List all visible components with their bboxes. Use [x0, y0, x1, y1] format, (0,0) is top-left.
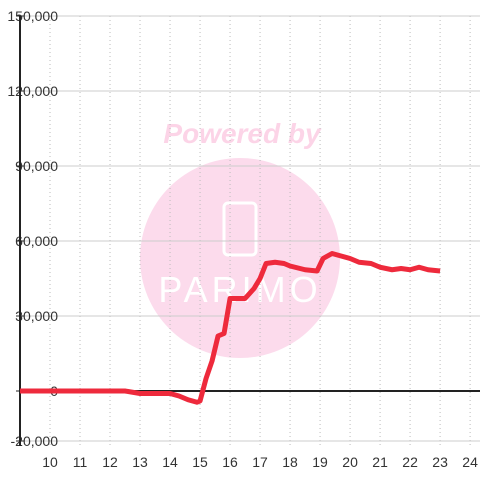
y-tick-label: 90,000 — [15, 158, 58, 174]
x-tick-label: 21 — [372, 454, 388, 470]
x-tick-label: 22 — [402, 454, 418, 470]
x-tick-label: 24 — [462, 454, 478, 470]
x-tick-label: 13 — [132, 454, 148, 470]
x-tick-label: 16 — [222, 454, 238, 470]
x-tick-label: 15 — [192, 454, 208, 470]
x-tick-label: 11 — [73, 454, 88, 470]
watermark-icon — [222, 201, 258, 257]
watermark-top: Powered by — [163, 118, 322, 149]
x-tick-label: 23 — [432, 454, 448, 470]
watermark: Powered by PARIMO — [140, 118, 340, 358]
x-tick-label: 20 — [342, 454, 358, 470]
y-tick-label: 150,000 — [7, 8, 58, 24]
watermark-brand: PARIMO — [158, 269, 321, 310]
x-tick-label: 18 — [282, 454, 298, 470]
x-tick-label: 10 — [42, 454, 58, 470]
data-line — [20, 251, 441, 405]
x-tick-label: 19 — [312, 454, 328, 470]
x-tick-label: 17 — [252, 454, 268, 470]
y-tick-label: 60,000 — [15, 233, 58, 249]
y-tick-label: 120,000 — [7, 83, 58, 99]
x-tick-label: 12 — [102, 454, 118, 470]
y-tick-label: 30,000 — [15, 308, 58, 324]
y-tick-label: -20,000 — [11, 433, 59, 449]
x-tick-label: 14 — [162, 454, 178, 470]
